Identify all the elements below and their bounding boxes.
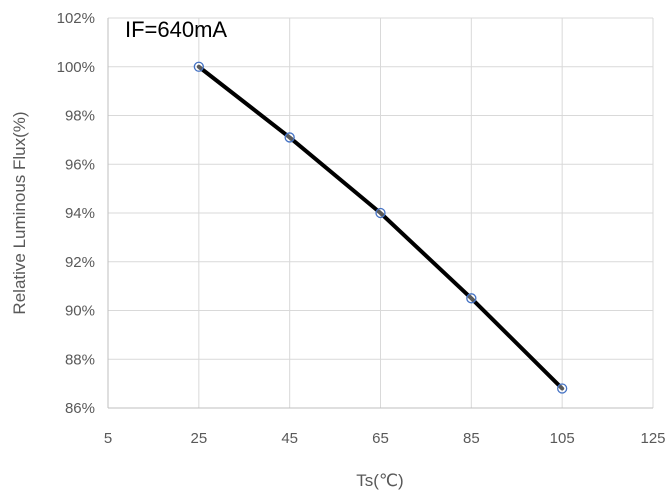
y-tick-label: 86%: [65, 400, 95, 417]
data-point: [284, 132, 295, 143]
x-tick-label: 25: [190, 430, 207, 447]
y-tick-label: 98%: [65, 108, 95, 125]
data-series: [193, 61, 568, 394]
axes: [107, 18, 653, 409]
x-tick-label: 125: [640, 430, 665, 447]
y-axis-title: Relative Luminous Flux(%): [10, 111, 29, 314]
x-tick-label: 5: [104, 430, 112, 447]
tick-labels: 5 25 45 65 85 105 125 86% 88% 90% 92% 94% 96% 98% 100%…: [57, 10, 666, 447]
y-tick-label: 90%: [65, 303, 95, 320]
data-point: [193, 61, 204, 72]
current-annotation: IF=640mA: [125, 17, 227, 42]
y-tick-label: 100%: [57, 59, 95, 76]
y-tick-label: 96%: [65, 156, 95, 173]
y-tick-label: 88%: [65, 351, 95, 368]
x-tick-label: 85: [463, 430, 480, 447]
y-tick-label: 94%: [65, 205, 95, 222]
data-point: [557, 383, 568, 394]
y-tick-label: 92%: [65, 254, 95, 271]
x-tick-label: 65: [372, 430, 389, 447]
data-point: [466, 293, 477, 304]
data-point: [375, 207, 386, 219]
x-tick-label: 105: [550, 430, 575, 447]
series-line: [196, 64, 565, 391]
x-axis-title: Ts(℃): [356, 471, 403, 490]
x-tick-label: 45: [281, 430, 298, 447]
y-tick-label: 102%: [57, 10, 95, 27]
